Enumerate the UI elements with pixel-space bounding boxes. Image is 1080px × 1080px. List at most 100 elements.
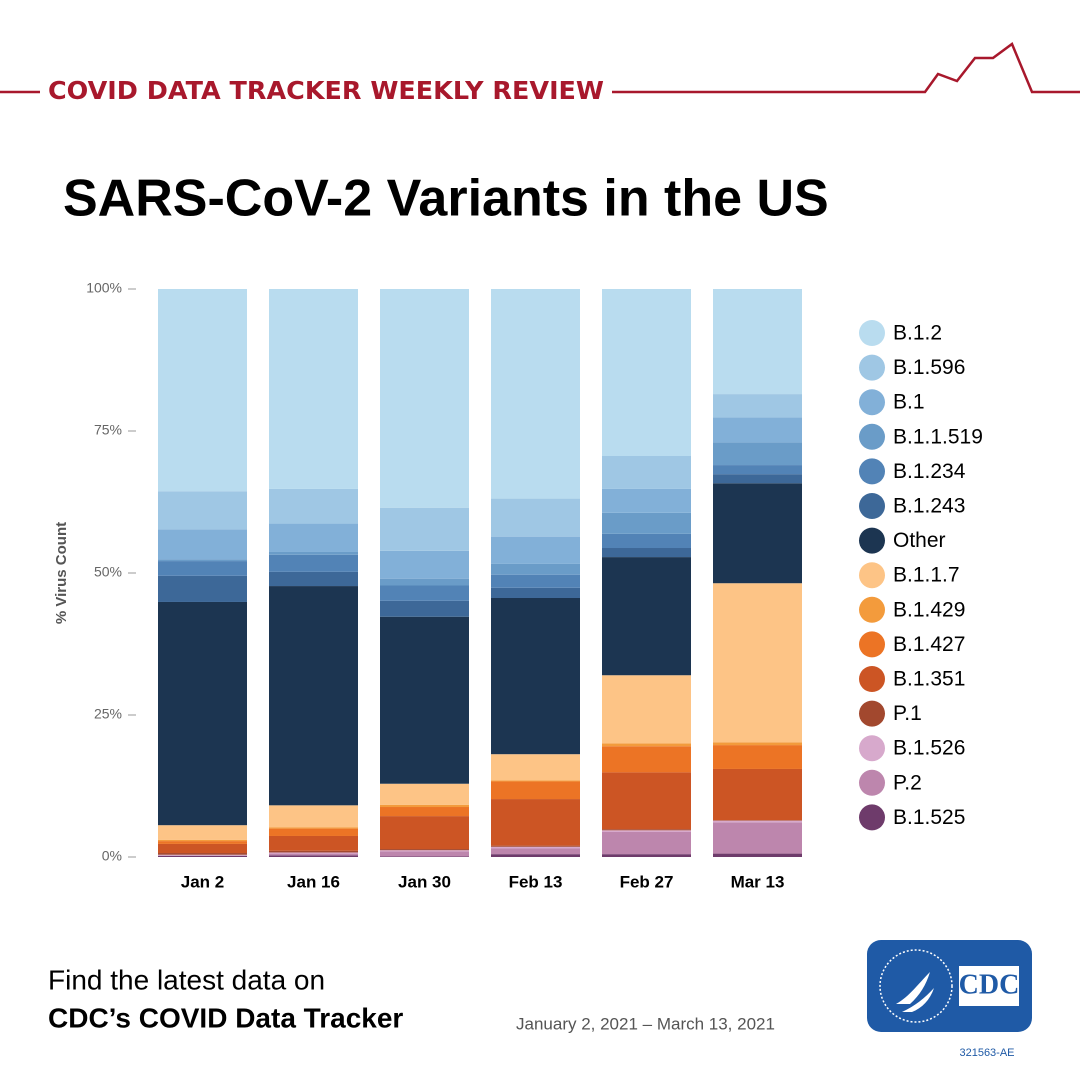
bar-segment: [713, 820, 802, 823]
bar-segment: [713, 768, 802, 821]
y-tick-label: 25%: [94, 706, 122, 722]
hhs-seal: [879, 949, 953, 1023]
bar-segment: [380, 856, 469, 857]
bar-segment: [491, 781, 580, 800]
legend-swatch: [859, 354, 885, 381]
bar-segment: [713, 442, 802, 466]
legend-swatch: [859, 700, 885, 727]
bar-segment: [602, 512, 691, 534]
bar-segment: [491, 846, 580, 849]
legend-label: B.1.351: [893, 668, 965, 691]
bar-segment: [602, 533, 691, 549]
legend-swatch: [859, 493, 885, 519]
legend-label: B.1.429: [893, 598, 965, 621]
bar-segment: [269, 827, 358, 829]
bar-segment: [602, 829, 691, 831]
legend-label: P.1: [893, 702, 922, 725]
bar-segment: [602, 455, 691, 489]
bar-segment: [602, 772, 691, 830]
header-kicker: COVID DATA TRACKER WEEKLY REVIEW: [48, 76, 604, 105]
bar-segment: [158, 841, 247, 844]
bar-segment: [713, 289, 802, 395]
legend-label: Other: [893, 529, 946, 552]
chart-title: SARS-CoV-2 Variants in the US: [63, 170, 829, 228]
bar-segment: [269, 586, 358, 806]
bar-segment: [713, 474, 802, 484]
bar-segment: [491, 780, 580, 782]
bar-segment: [380, 850, 469, 852]
legend-label: B.1.526: [893, 737, 965, 760]
x-tick-label: Mar 13: [731, 872, 785, 891]
plot: 0% 25% 50% 75% 100% Jan 2 Jan 16 Jan 30 Feb 13 Fe…: [86, 280, 802, 891]
legend-label: B.1: [893, 391, 925, 414]
bar-segment: [269, 853, 358, 856]
bar-segment: [380, 600, 469, 617]
bar-segment: [380, 851, 469, 857]
x-tick-label: Jan 16: [287, 872, 340, 891]
bar-segment: [269, 554, 358, 572]
bar-segment: [713, 853, 802, 857]
cdc-box: [959, 966, 1019, 1006]
legend-label: B.1.427: [893, 633, 965, 656]
x-tick-label: Feb 13: [509, 872, 563, 891]
bar-segment: [491, 498, 580, 537]
legend-swatch: [859, 596, 885, 623]
bar-segment: [602, 830, 691, 833]
legend-label: B.1.1.519: [893, 425, 983, 448]
bar-segment: [158, 854, 247, 856]
date-range: January 2, 2021 – March 13, 2021: [516, 1014, 775, 1033]
legend-swatch: [859, 389, 885, 416]
legend-swatch: [859, 804, 885, 831]
bar-segment: [602, 289, 691, 456]
bar-segment: [269, 551, 358, 555]
legend-label: B.1.234: [893, 460, 966, 483]
bar-segment: [713, 822, 802, 854]
bar-segment: [158, 575, 247, 602]
bar-segment: [380, 816, 469, 850]
bar-segment: [491, 848, 580, 855]
bar-segment: [158, 561, 247, 576]
bar-segment: [713, 745, 802, 769]
bar-segment: [380, 783, 469, 805]
bar-segment: [380, 585, 469, 601]
x-tick-label: Jan 30: [398, 872, 451, 891]
bar-segment: [602, 557, 691, 676]
bar-segment: [602, 854, 691, 857]
bar-segment: [713, 820, 802, 821]
bar-segment: [269, 571, 358, 587]
bar-segment: [380, 849, 469, 851]
bar-segment: [269, 289, 358, 489]
legend-swatch: [859, 631, 885, 658]
bar-segment: [158, 843, 247, 854]
legend-label: B.1.243: [893, 495, 965, 518]
bar-segment: [269, 835, 358, 851]
bar-segment: [158, 855, 247, 857]
bar-segment: [491, 597, 580, 755]
bar-segment: [713, 465, 802, 475]
footer-line: Find the latest data on: [48, 964, 325, 995]
bar-segment: [713, 742, 802, 746]
bar-segment: [158, 853, 247, 855]
y-axis-label: % Virus Count: [53, 522, 70, 624]
bar-segment: [380, 289, 469, 508]
legend-label: B.1.2: [893, 322, 942, 345]
legend-label: P.2: [893, 771, 922, 794]
bar-segment: [491, 574, 580, 588]
bar-segment: [491, 563, 580, 575]
bar-segment: [713, 417, 802, 443]
bar-segment: [380, 616, 469, 784]
bar-segment: [491, 845, 580, 847]
bar-segment: [158, 491, 247, 530]
bar-segment: [602, 548, 691, 558]
bar-segment: [602, 488, 691, 513]
bar-segment: [158, 601, 247, 826]
bar-segment: [491, 799, 580, 846]
legend-swatch: [859, 423, 885, 450]
legend-label: B.1.525: [893, 806, 965, 829]
legend-swatch: [859, 320, 885, 346]
bar-segment: [158, 839, 247, 842]
legend-label: B.1.596: [893, 356, 965, 379]
bar-segment: [158, 825, 247, 840]
bar-segment: [491, 754, 580, 781]
